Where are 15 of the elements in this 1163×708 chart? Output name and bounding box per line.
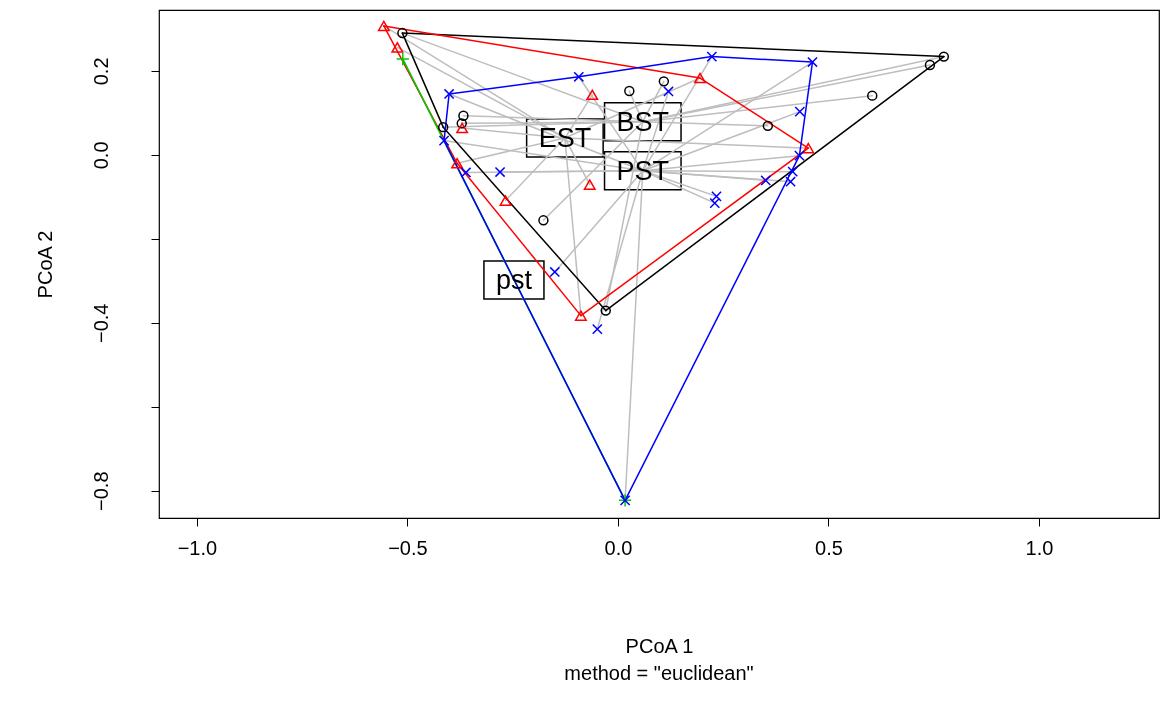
annotation: BST	[616, 106, 670, 137]
x-tick-label: 0.0	[604, 536, 633, 559]
y-tick-label: 0.0	[89, 141, 112, 170]
x-tick-label: −1.0	[177, 536, 218, 559]
text: method = "euclidean"	[564, 662, 754, 684]
y-tick-label: −0.8	[89, 471, 112, 511]
y-tick-label: 0.2	[89, 57, 112, 86]
annotation: EST	[538, 123, 592, 154]
y-tick-label: −0.4	[89, 303, 112, 344]
x-tick-label: 1.0	[1025, 536, 1054, 559]
annotation: PST	[616, 155, 670, 186]
x-tick-label: 0.5	[815, 536, 843, 559]
x-tick-label: −0.5	[388, 536, 428, 559]
x-axis-title: PCoA 1	[625, 634, 694, 657]
y-axis-title: PCoA 2	[33, 230, 56, 299]
